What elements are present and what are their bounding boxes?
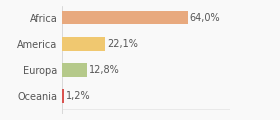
Bar xyxy=(62,11,188,24)
Bar xyxy=(62,63,87,77)
Text: 64,0%: 64,0% xyxy=(190,13,220,23)
Bar xyxy=(62,37,105,51)
Bar xyxy=(62,89,64,103)
Text: 22,1%: 22,1% xyxy=(107,39,138,49)
Text: 1,2%: 1,2% xyxy=(66,91,90,101)
Text: 12,8%: 12,8% xyxy=(88,65,119,75)
